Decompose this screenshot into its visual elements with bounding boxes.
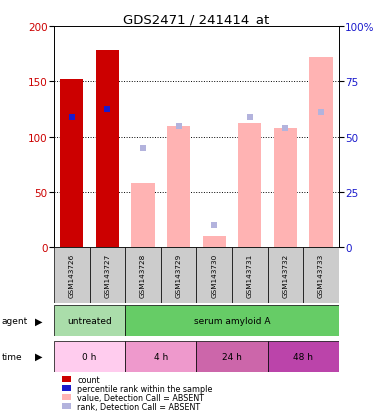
Bar: [303, 248, 339, 304]
Bar: [274, 128, 297, 248]
Text: agent: agent: [2, 317, 28, 325]
Bar: [203, 237, 226, 248]
Bar: [310, 58, 333, 248]
Text: ▶: ▶: [35, 351, 42, 361]
Text: GSM143731: GSM143731: [247, 254, 253, 298]
Bar: [90, 248, 125, 304]
Title: GDS2471 / 241414_at: GDS2471 / 241414_at: [123, 13, 270, 26]
Point: [69, 114, 75, 121]
Point: [176, 123, 182, 130]
Text: rank, Detection Call = ABSENT: rank, Detection Call = ABSENT: [77, 402, 200, 411]
Bar: [196, 341, 268, 372]
Bar: [54, 306, 125, 337]
Point: [140, 145, 146, 152]
Point: [318, 110, 324, 116]
Bar: [125, 248, 161, 304]
Bar: [268, 248, 303, 304]
Text: GSM143726: GSM143726: [69, 254, 75, 298]
Point: [104, 107, 110, 113]
Bar: [54, 341, 125, 372]
Point: [282, 125, 288, 132]
Text: GSM143729: GSM143729: [176, 254, 182, 298]
Text: time: time: [2, 352, 23, 361]
Bar: [60, 80, 83, 248]
Bar: [161, 248, 196, 304]
Bar: [238, 124, 261, 248]
Bar: [167, 126, 190, 248]
Text: value, Detection Call = ABSENT: value, Detection Call = ABSENT: [77, 393, 204, 402]
Text: GSM143732: GSM143732: [282, 254, 288, 298]
Text: 24 h: 24 h: [222, 352, 242, 361]
Bar: [196, 248, 232, 304]
Text: percentile rank within the sample: percentile rank within the sample: [77, 384, 213, 393]
Point: [247, 114, 253, 121]
Text: 48 h: 48 h: [293, 352, 313, 361]
Text: GSM143727: GSM143727: [104, 254, 110, 298]
Bar: [125, 341, 196, 372]
Text: 0 h: 0 h: [82, 352, 97, 361]
Text: ▶: ▶: [35, 316, 42, 326]
Text: 4 h: 4 h: [154, 352, 168, 361]
Point: [211, 222, 217, 229]
Bar: [125, 306, 339, 337]
Text: GSM143730: GSM143730: [211, 254, 217, 298]
Bar: [54, 248, 90, 304]
Bar: [131, 184, 154, 248]
Text: GSM143728: GSM143728: [140, 254, 146, 298]
Text: untreated: untreated: [67, 317, 112, 325]
Text: count: count: [77, 375, 100, 384]
Bar: [268, 341, 339, 372]
Bar: [96, 51, 119, 248]
Text: serum amyloid A: serum amyloid A: [194, 317, 270, 325]
Bar: [232, 248, 268, 304]
Text: GSM143733: GSM143733: [318, 254, 324, 298]
